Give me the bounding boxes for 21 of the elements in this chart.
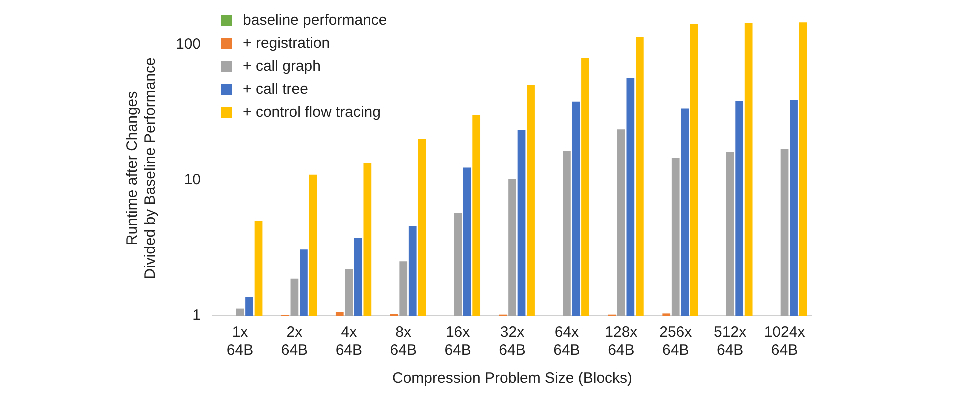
x-tick-label: 2x 64B bbox=[281, 324, 308, 360]
x-axis-title: Compression Problem Size (Blocks) bbox=[392, 370, 633, 388]
x-tick-label: 256x 64B bbox=[660, 324, 693, 360]
x-tick-label: 128x 64B bbox=[605, 324, 638, 360]
legend-label: + control flow tracing bbox=[243, 103, 381, 123]
x-tick-label: 1x 64B bbox=[226, 324, 254, 360]
y-axis-title: Runtime after Changes Divided by Baseline Performance bbox=[124, 58, 160, 280]
y-tick-label: 10 bbox=[184, 172, 202, 189]
x-tick-label: 4x 64B bbox=[336, 324, 363, 360]
legend-label: + call tree bbox=[243, 80, 308, 100]
y-tick-label: 1 bbox=[192, 307, 202, 324]
x-tick-label: 32x 64B bbox=[499, 324, 526, 360]
legend-label: + registration bbox=[243, 34, 330, 54]
legend-label: + call graph bbox=[243, 57, 321, 77]
y-tick-label: 100 bbox=[176, 36, 202, 54]
x-tick-label: 16x 64B bbox=[444, 324, 472, 360]
x-tick-label: 8x 64B bbox=[390, 324, 417, 360]
x-tick-label: 64x 64B bbox=[554, 324, 580, 360]
legend-label: baseline performance bbox=[243, 11, 388, 31]
x-tick-label: 512x 64B bbox=[714, 324, 748, 360]
x-tick-label: 1024x 64B bbox=[764, 324, 806, 360]
